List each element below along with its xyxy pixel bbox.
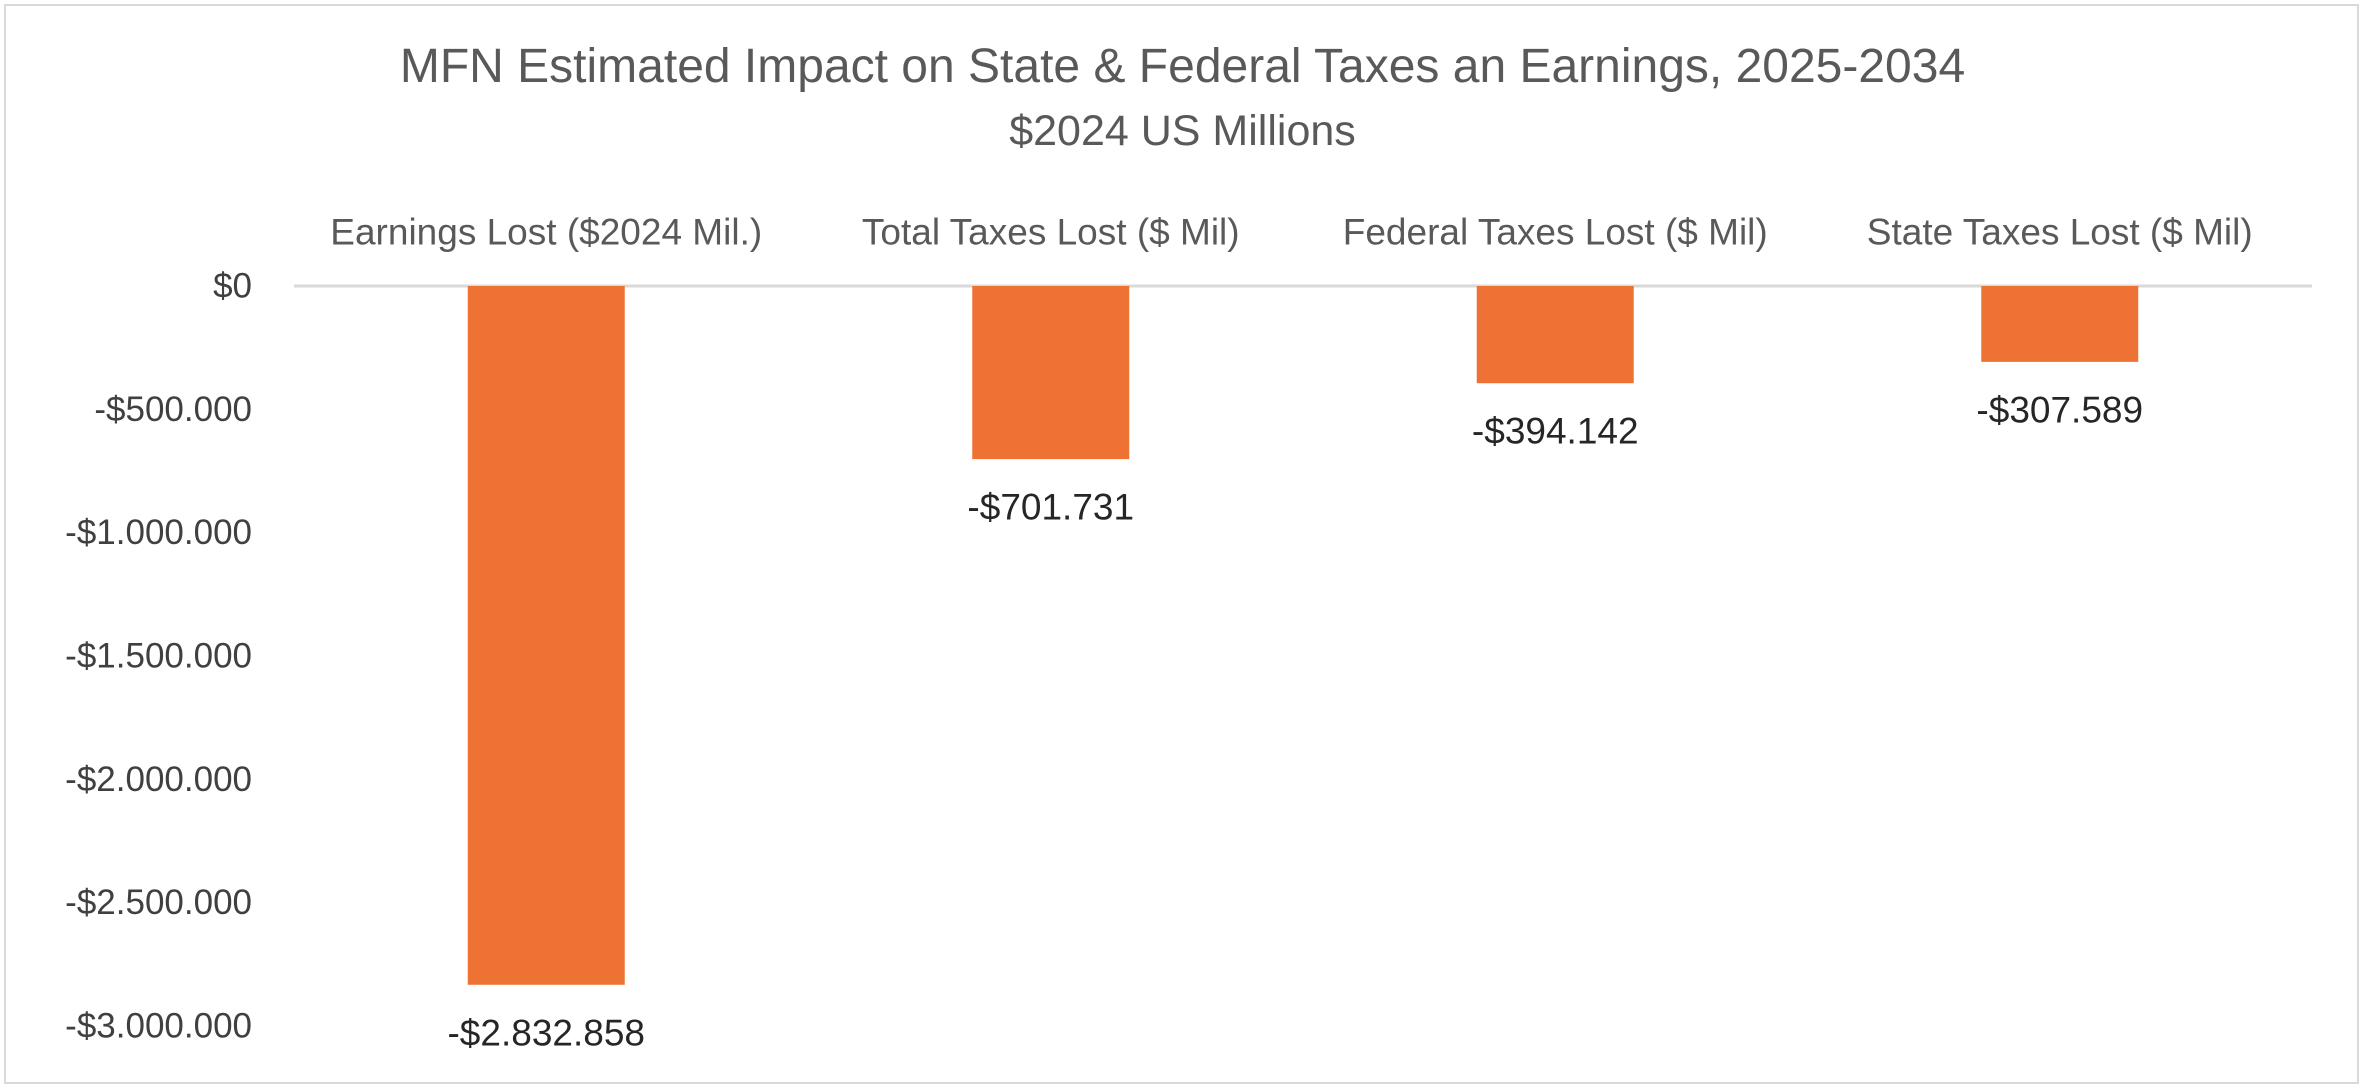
y-tick-label: -$500.000: [94, 390, 252, 429]
bar: [467, 286, 625, 985]
category-label: State Taxes Lost ($ Mil): [1867, 212, 2253, 253]
category-label: Federal Taxes Lost ($ Mil): [1343, 212, 1768, 253]
chart-title: MFN Estimated Impact on State & Federal …: [399, 40, 1966, 93]
data-label: -$2.832.858: [447, 1012, 645, 1053]
data-label: -$394.142: [1472, 411, 1639, 452]
chart-frame: [4, 4, 2359, 1084]
category-label: Earnings Lost ($2024 Mil.): [330, 212, 762, 253]
bar: [1981, 286, 2139, 362]
axis-layer: $0 -$500.000 -$1.000.000 -$1.500.000 -$2.000…: [65, 212, 2312, 1046]
bar: [972, 286, 1130, 460]
y-tick-label: $0: [213, 267, 252, 306]
data-label: -$701.731: [967, 487, 1134, 528]
y-tick-label: -$2.000.000: [65, 760, 252, 799]
bars-layer: [467, 286, 2139, 985]
y-tick-label: -$1.500.000: [65, 637, 252, 676]
y-tick-label: -$2.500.000: [65, 883, 252, 922]
bar: [1476, 286, 1634, 384]
chart-subtitle: $2024 US Millions: [1009, 107, 1356, 155]
y-tick-label: -$1.000.000: [65, 513, 252, 552]
labels-layer: -$2.832.858 -$701.731 -$394.142 -$307.589: [447, 389, 2143, 1053]
category-label: Total Taxes Lost ($ Mil): [862, 212, 1240, 253]
y-tick-label: -$3.000.000: [65, 1007, 252, 1046]
data-label: -$307.589: [1976, 389, 2143, 430]
